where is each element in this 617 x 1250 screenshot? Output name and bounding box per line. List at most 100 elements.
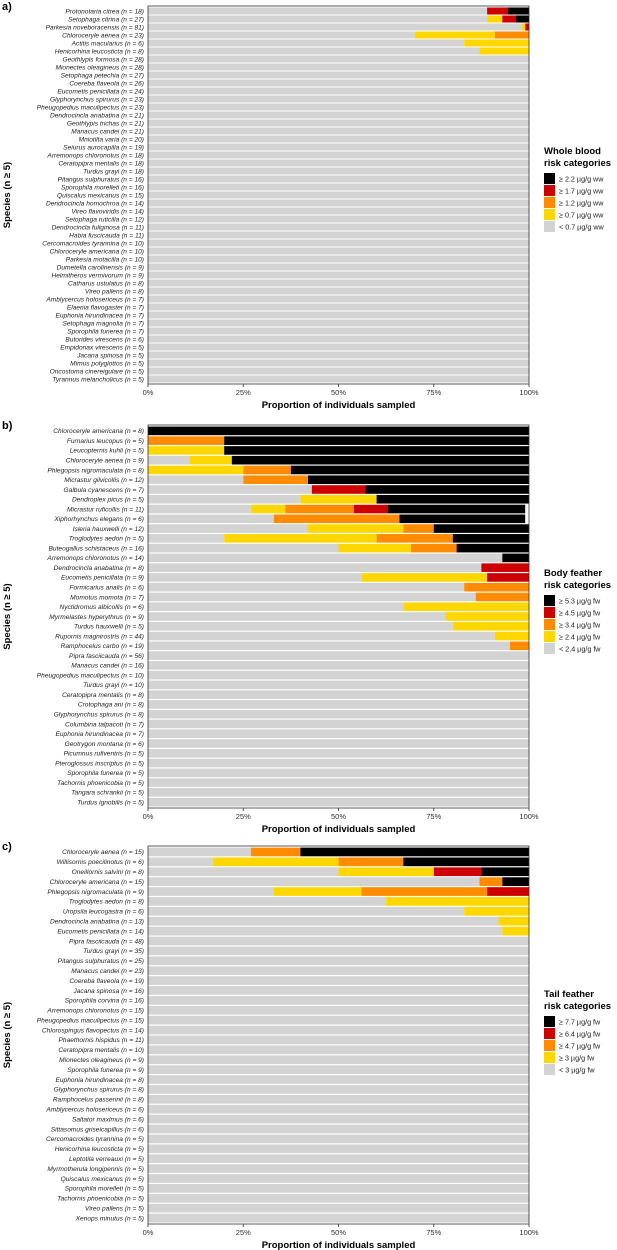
bar-segment	[148, 55, 529, 63]
y-tick-label: Isleria hauxwelli (n = 12)	[73, 526, 144, 533]
y-tick-label: Phlegopsis nigromaculata (n = 8)	[47, 467, 144, 474]
y-axis-title: Species (n ≥ 5)	[2, 583, 13, 649]
legend-label: < 0.7 µg/g ww	[559, 223, 605, 232]
y-tick-label: Mimus polyglottos (n = 5)	[70, 360, 144, 367]
bar-segment	[148, 1114, 529, 1124]
bar-segment	[148, 475, 244, 485]
x-tick-label: 0%	[143, 388, 154, 397]
y-tick-label: Jacana spinosa (n = 5)	[76, 352, 144, 359]
y-tick-label: Xenops minutus (n = 5)	[75, 1215, 144, 1222]
bar-segment	[148, 15, 488, 23]
y-tick-label: Parkesia noveboracensis (n = 81)	[46, 24, 144, 31]
panel-label: c)	[2, 841, 12, 853]
bar-segment	[148, 79, 529, 87]
bar-segment	[148, 159, 529, 167]
bar-segment	[231, 455, 529, 465]
x-tick-label: 25%	[236, 1228, 251, 1237]
y-tick-labels: Chloroceryle americana (n = 8) Furnarius …	[37, 428, 144, 806]
y-tick-label: Sporophila morelleti (n = 5)	[65, 1186, 144, 1193]
bar-segment	[148, 1184, 529, 1193]
y-tick-label: Troglodytes aedon (n = 8)	[69, 899, 144, 906]
y-tick-label: Phaethornis hispidus (n = 11)	[59, 1037, 144, 1044]
bar-segment	[148, 485, 312, 494]
x-tick-label: 25%	[236, 388, 251, 397]
bar-segment	[148, 897, 387, 906]
y-tick-label: Nyctidromus albicollis (n = 6)	[60, 604, 144, 611]
y-tick-label: Willisornis poecilinotus (n = 6)	[57, 859, 144, 866]
y-tick-label: Pheugopedius maculipectus (n = 23)	[37, 104, 144, 111]
panel-label: a)	[2, 1, 12, 13]
legend-label: ≥ 4.5 µg/g fw	[559, 609, 601, 618]
bar-segment	[456, 543, 529, 553]
bar-segment	[148, 661, 529, 670]
bar-segment	[148, 191, 529, 199]
bar-segment	[243, 475, 309, 485]
y-tick-label: Geothlypis trichas (n = 21)	[67, 120, 144, 127]
bar-segment	[148, 621, 453, 631]
bar-segment	[148, 215, 529, 223]
y-tick-label: Tachornis phoenicobia (n = 5)	[57, 780, 144, 787]
panel-label: b)	[2, 420, 13, 432]
y-tick-label: Galbula cyanescens (n = 7)	[64, 487, 144, 494]
bar-segment	[148, 1065, 529, 1074]
bar-segment	[308, 475, 529, 485]
bar-segment	[464, 582, 529, 592]
bar-segment	[487, 7, 509, 15]
bar-segment	[148, 797, 529, 807]
bar-segment	[148, 311, 529, 319]
y-tick-label: Manacus candei (n = 21)	[71, 128, 144, 135]
bar-segment	[148, 151, 529, 159]
bar-segment	[414, 31, 495, 39]
y-tick-label: Pheugopedius maculipectus (n = 10)	[37, 672, 144, 679]
bar-segment	[148, 446, 225, 455]
bar-segment	[388, 504, 526, 514]
bar-segment	[300, 847, 529, 857]
bar-segment	[365, 485, 529, 494]
y-tick-label: Vireo pallens (n = 8)	[85, 288, 144, 295]
panel-3: c) Chloroceryle aenea (n = 15) Willisornis…	[2, 841, 611, 1250]
y-tick-label: Mniotilta varia (n = 20)	[79, 136, 144, 143]
y-tick-label: Parkesia motacilla (n = 10)	[66, 256, 144, 263]
bar-segment	[148, 1035, 529, 1045]
bar-segment	[148, 31, 415, 39]
bar-segment	[148, 23, 522, 31]
bar-segment	[148, 223, 529, 231]
y-tick-label: Myrmelastes hyperythrus (n = 9)	[49, 614, 144, 621]
bar-segment	[285, 504, 354, 514]
legend-swatch	[544, 185, 555, 196]
y-tick-label: Micrastur ruficollis (n = 11)	[67, 506, 144, 513]
y-tick-label: Formicarius analis (n = 6)	[69, 584, 144, 591]
bar-segment	[311, 485, 366, 494]
bar-segment	[148, 602, 404, 612]
bar-segment	[148, 1154, 529, 1164]
x-tick-label: 75%	[426, 1228, 441, 1237]
bar-segment	[148, 1085, 529, 1094]
bar-segment	[148, 47, 480, 55]
legend-swatch	[544, 1052, 555, 1063]
legend-swatch	[544, 595, 555, 606]
bar-segment	[148, 709, 529, 719]
bar-segment	[148, 1015, 529, 1025]
bar-segment	[494, 31, 529, 39]
bar-segment	[148, 729, 529, 739]
bar-segment	[148, 1213, 529, 1223]
bar-segment	[410, 543, 457, 553]
bar-segment	[308, 524, 404, 533]
y-tick-label: Amblycercus holosericeus (n = 6)	[45, 1107, 144, 1114]
bar-segment	[148, 651, 529, 660]
bar-segment	[189, 455, 232, 465]
y-tick-label: Glyphorynchus spirurus (n = 8)	[54, 711, 144, 718]
bars	[148, 426, 529, 807]
bar-segment	[148, 1025, 529, 1035]
y-tick-label: Catharus ustulatus (n = 8)	[68, 280, 144, 287]
y-tick-label: Vireo flavoviridis (n = 14)	[71, 208, 144, 215]
x-tick-label: 100%	[519, 1228, 539, 1237]
y-tick-label: Manacus candei (n = 23)	[71, 968, 144, 975]
bar-segment	[148, 1124, 529, 1134]
bar-segment	[148, 279, 529, 287]
y-tick-label: Arremonops chloronotus (n = 15)	[46, 1008, 144, 1015]
legend-label: ≥ 1.7 µg/g ww	[559, 187, 604, 196]
y-tick-label: Leucopternis kuhli (n = 5)	[70, 448, 144, 455]
y-tick-label: Ramphocelus carbo (n = 19)	[61, 643, 144, 650]
